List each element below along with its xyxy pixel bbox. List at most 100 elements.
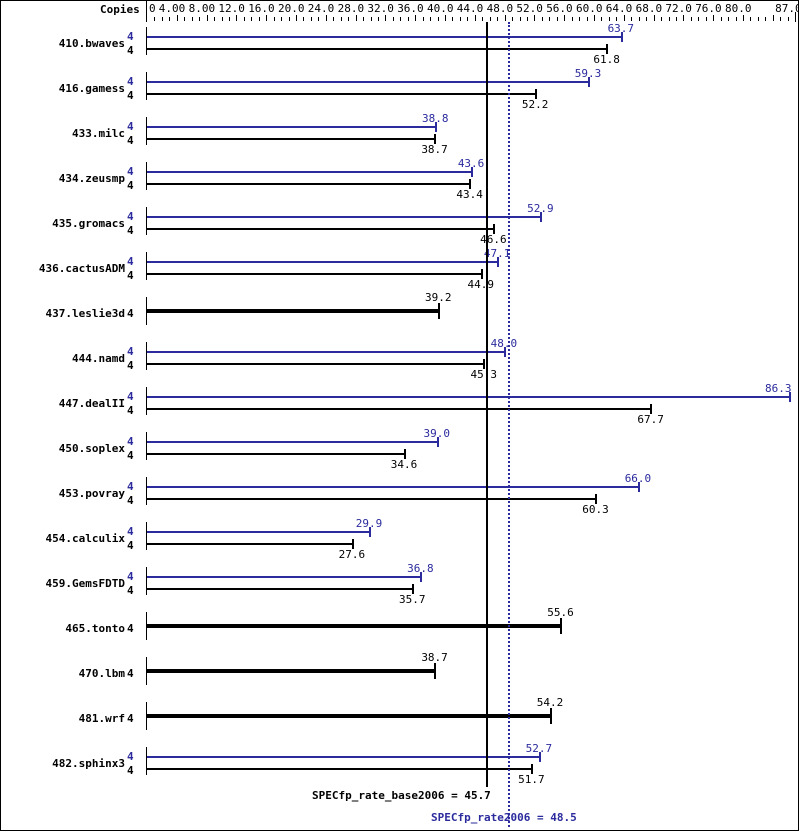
minor-tick <box>222 17 223 21</box>
base-value: 67.7 <box>637 413 664 426</box>
base-bar <box>147 669 436 673</box>
peak-bar-cap <box>540 212 543 222</box>
axis-end-tick <box>795 12 796 22</box>
row-axis-line <box>146 567 147 595</box>
benchmark-label: 434.zeusmp <box>58 172 125 185</box>
tick-label: 12.0 <box>218 2 245 15</box>
peak-bar-cap <box>620 32 623 42</box>
peak-bar <box>147 576 422 578</box>
major-tick <box>505 15 506 21</box>
major-tick <box>713 15 714 21</box>
minor-tick <box>371 17 372 21</box>
peak-bar-cap <box>587 77 590 87</box>
minor-tick <box>348 17 349 21</box>
base-bar-cap <box>351 539 354 549</box>
row-axis-line <box>146 297 147 325</box>
tick-label: 56.0 <box>546 2 573 15</box>
peak-value: 59.3 <box>574 67 602 80</box>
peak-bar <box>147 531 370 533</box>
tick-label: 52.0 <box>516 2 543 15</box>
benchmark-label: 416.gamess <box>58 82 125 95</box>
base-bar <box>147 138 436 140</box>
row-axis-line <box>146 522 147 550</box>
peak-bar-cap <box>788 392 791 402</box>
minor-tick <box>363 17 364 21</box>
peak-bar <box>147 216 542 218</box>
base-bar-cap <box>560 618 563 634</box>
peak-summary-label: SPECfp_rate2006 = 48.5 <box>431 811 577 824</box>
copies-peak: 4 <box>127 255 134 268</box>
peak-bar-cap <box>470 167 473 177</box>
minor-tick <box>199 17 200 21</box>
base-value: 60.3 <box>582 503 609 516</box>
base-value: 52.2 <box>521 98 549 111</box>
peak-value: 66.0 <box>624 472 652 485</box>
peak-value: 48.0 <box>490 337 518 350</box>
base-bar <box>147 768 533 770</box>
axis-separator <box>146 0 147 22</box>
copies-base: 4 <box>127 89 134 102</box>
benchmark-label: 450.soplex <box>58 442 125 455</box>
major-tick <box>207 15 208 21</box>
tick-label: 36.0 <box>397 2 424 15</box>
base-value: 46.6 <box>480 233 507 246</box>
minor-tick <box>229 17 230 21</box>
base-bar <box>147 309 440 313</box>
copies-base: 4 <box>127 359 134 372</box>
base-bar-cap <box>650 404 653 414</box>
copies-peak: 4 <box>127 75 134 88</box>
major-tick <box>326 15 327 21</box>
major-tick <box>594 15 595 21</box>
benchmark-label: 437.leslie3d <box>45 307 125 320</box>
row-axis-line <box>146 702 147 730</box>
copies-peak: 4 <box>127 435 134 448</box>
minor-tick <box>244 17 245 21</box>
peak-value: 86.3 <box>765 382 792 395</box>
minor-tick <box>676 17 677 21</box>
minor-tick <box>497 17 498 21</box>
base-bar <box>147 228 495 230</box>
minor-tick <box>691 17 692 21</box>
benchmark-label: 435.gromacs <box>52 217 125 230</box>
major-tick <box>654 15 655 21</box>
base-bar-cap <box>606 44 609 54</box>
major-tick <box>683 15 684 21</box>
minor-tick <box>333 17 334 21</box>
minor-tick <box>631 17 632 21</box>
tick-label: 76.0 <box>695 2 722 15</box>
row-axis-line <box>146 432 147 460</box>
base-value: 44.9 <box>467 278 495 291</box>
tick-label: 68.0 <box>635 2 663 15</box>
minor-tick <box>542 17 543 21</box>
major-tick <box>296 15 297 21</box>
minor-tick <box>251 17 252 21</box>
minor-tick <box>162 17 163 21</box>
minor-tick <box>616 17 617 21</box>
minor-tick <box>788 17 789 21</box>
base-bar <box>147 93 536 95</box>
minor-tick <box>512 17 513 21</box>
copies-peak: 4 <box>127 165 134 178</box>
major-tick <box>266 15 267 21</box>
copies-base: 4 <box>127 667 134 680</box>
benchmark-label: 465.tonto <box>65 622 125 635</box>
peak-bar <box>147 126 437 128</box>
base-bar-cap <box>531 764 534 774</box>
benchmark-label: 481.wrf <box>78 712 125 725</box>
copies-peak: 4 <box>127 570 134 583</box>
minor-tick <box>721 17 722 21</box>
minor-tick <box>169 17 170 21</box>
copies-base: 4 <box>127 307 134 320</box>
copies-base: 4 <box>127 712 134 725</box>
minor-tick <box>549 17 550 21</box>
minor-tick <box>601 17 602 21</box>
minor-tick <box>661 17 662 21</box>
base-value: 35.7 <box>398 593 426 606</box>
base-value: 38.7 <box>421 651 448 664</box>
tick-label: 60.0 <box>576 2 603 15</box>
base-bar-cap <box>469 179 472 189</box>
minor-tick <box>758 17 759 21</box>
tick-label: 24.0 <box>307 2 335 15</box>
peak-bar <box>147 486 639 488</box>
base-bar-cap <box>493 224 496 234</box>
